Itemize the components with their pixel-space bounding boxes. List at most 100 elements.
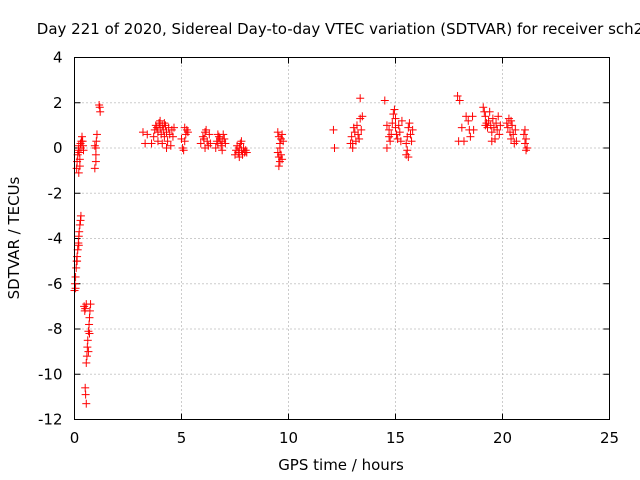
y-axis-label: SDTVAR / TECUs xyxy=(5,176,23,299)
data-point xyxy=(386,137,395,146)
data-point xyxy=(481,121,490,130)
data-point xyxy=(95,103,104,112)
data-point xyxy=(74,241,83,250)
data-point xyxy=(457,123,466,132)
data-point xyxy=(507,134,516,143)
data-point xyxy=(487,137,496,146)
x-axis-label: GPS time / hours xyxy=(278,456,404,474)
data-point xyxy=(85,320,94,329)
data-point xyxy=(404,153,413,162)
data-point xyxy=(181,130,190,139)
x-tick-label: 15 xyxy=(386,429,405,447)
data-point xyxy=(459,137,468,146)
data-point xyxy=(391,114,400,123)
data-point xyxy=(202,125,211,134)
data-point xyxy=(493,125,502,134)
data-point xyxy=(86,300,95,309)
data-point xyxy=(405,119,414,128)
data-point xyxy=(502,119,511,128)
data-point xyxy=(277,150,286,159)
data-point xyxy=(220,134,229,143)
data-point xyxy=(196,139,205,148)
data-point xyxy=(355,134,364,143)
data-point xyxy=(166,141,175,150)
data-point xyxy=(482,119,491,128)
x-tick-label: 25 xyxy=(600,429,619,447)
data-point xyxy=(81,390,90,399)
data-point xyxy=(352,121,361,130)
data-point xyxy=(382,144,391,152)
grid-lines xyxy=(74,57,610,420)
data-point xyxy=(522,146,531,155)
data-point xyxy=(273,128,282,137)
data-point xyxy=(76,211,85,220)
x-tick-labels: 0 5 10 15 20 25 xyxy=(70,429,619,447)
data-point xyxy=(75,162,84,171)
data-point xyxy=(91,150,100,159)
plot-frame xyxy=(74,57,610,420)
data-point xyxy=(170,123,179,132)
data-point xyxy=(73,245,82,254)
data-point xyxy=(347,132,356,141)
data-point xyxy=(385,125,394,134)
data-point xyxy=(408,125,417,134)
data-point xyxy=(77,132,86,141)
y-tick-label: -10 xyxy=(38,365,63,383)
data-point xyxy=(84,327,93,336)
data-point xyxy=(278,155,287,164)
data-point xyxy=(388,119,397,128)
data-point xyxy=(201,144,210,152)
data-point xyxy=(356,94,365,103)
data-point xyxy=(358,112,367,121)
data-points xyxy=(70,91,532,408)
data-point xyxy=(385,132,394,141)
data-point xyxy=(81,383,90,392)
x-tick-label: 10 xyxy=(279,429,298,447)
data-point xyxy=(330,144,339,152)
y-tick-label: -8 xyxy=(48,320,63,338)
data-point xyxy=(274,162,283,171)
data-point xyxy=(402,139,411,148)
data-point xyxy=(183,128,192,137)
data-point xyxy=(75,220,84,229)
data-point xyxy=(348,139,357,148)
data-point xyxy=(520,125,529,134)
data-point xyxy=(143,130,152,139)
data-point xyxy=(75,227,84,236)
data-point xyxy=(92,130,101,139)
data-point xyxy=(221,139,230,148)
data-point xyxy=(211,144,220,152)
data-point xyxy=(201,128,210,137)
data-point xyxy=(395,128,404,137)
data-point xyxy=(82,352,91,361)
data-point xyxy=(279,137,288,146)
data-point xyxy=(85,306,94,315)
data-point xyxy=(329,125,338,134)
data-point xyxy=(485,107,494,116)
data-point xyxy=(406,130,415,139)
data-point xyxy=(235,153,244,162)
data-point xyxy=(468,112,477,121)
data-point xyxy=(469,125,478,134)
data-point xyxy=(503,123,512,132)
data-point xyxy=(512,137,521,146)
data-point xyxy=(168,132,177,141)
data-point xyxy=(79,146,88,155)
data-point xyxy=(354,130,363,139)
data-point xyxy=(71,284,80,293)
data-point xyxy=(455,96,464,105)
y-tick-label: 2 xyxy=(53,94,63,112)
data-point xyxy=(205,130,214,139)
data-point xyxy=(85,329,94,338)
data-point xyxy=(147,139,156,148)
data-point xyxy=(80,302,89,311)
data-point xyxy=(407,137,416,146)
data-point xyxy=(95,101,104,110)
data-point xyxy=(83,343,92,352)
data-point xyxy=(278,130,287,139)
data-point xyxy=(90,164,99,173)
data-point xyxy=(522,134,531,143)
data-point xyxy=(397,116,406,125)
y-tick-label: -6 xyxy=(48,275,63,293)
y-tick-label: -2 xyxy=(48,184,63,202)
